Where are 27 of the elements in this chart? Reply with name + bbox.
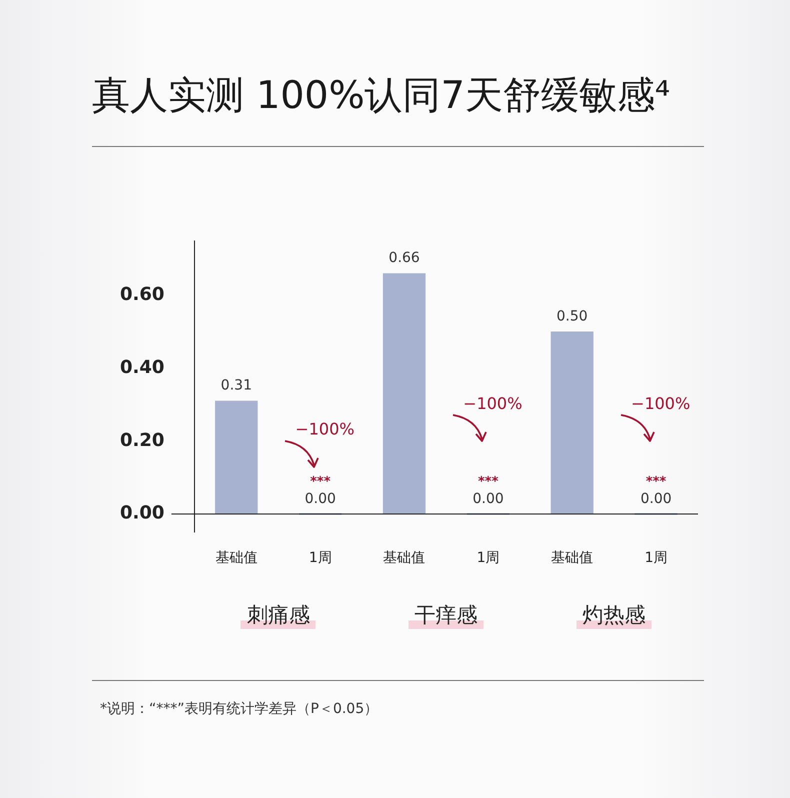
x-tick-label: 基础值 xyxy=(215,550,258,566)
y-tick-label: 0.40 xyxy=(120,356,164,378)
data-label: 0.66 xyxy=(388,250,420,266)
data-label: 0.00 xyxy=(472,491,504,508)
text: 刺痛感 xyxy=(240,601,316,629)
y-tick-label: 0.00 xyxy=(120,502,164,524)
y-tick-label: 0.60 xyxy=(120,284,164,306)
data-label: 0.31 xyxy=(220,378,252,394)
y-tick-label: 0.20 xyxy=(120,430,164,451)
x-tick-label: 1周 xyxy=(644,550,668,566)
x-tick-label: 基础值 xyxy=(551,550,594,566)
annotation: *** xyxy=(646,474,666,490)
text: 干痒感 xyxy=(408,601,484,629)
data-label: 0.50 xyxy=(556,308,588,325)
data-label: 0.00 xyxy=(304,491,336,508)
x-tick-label: 基础值 xyxy=(383,550,426,566)
annotation: −100% xyxy=(631,394,690,414)
annotation: *** xyxy=(310,474,331,490)
x-tick-label: 1周 xyxy=(308,550,332,566)
annotation: −100% xyxy=(295,420,354,439)
x-tick-label: 1周 xyxy=(476,550,500,566)
annotation: *** xyxy=(478,474,499,490)
text: 灼热感 xyxy=(576,601,652,629)
text: *说明：“***”表明有统计学差异（P＜0.05） xyxy=(100,700,378,718)
data-label: 0.00 xyxy=(640,491,672,508)
annotation: −100% xyxy=(463,394,522,414)
chart-title: 真人实测 100%认同7天舒缓敏感⁴ xyxy=(92,72,670,119)
